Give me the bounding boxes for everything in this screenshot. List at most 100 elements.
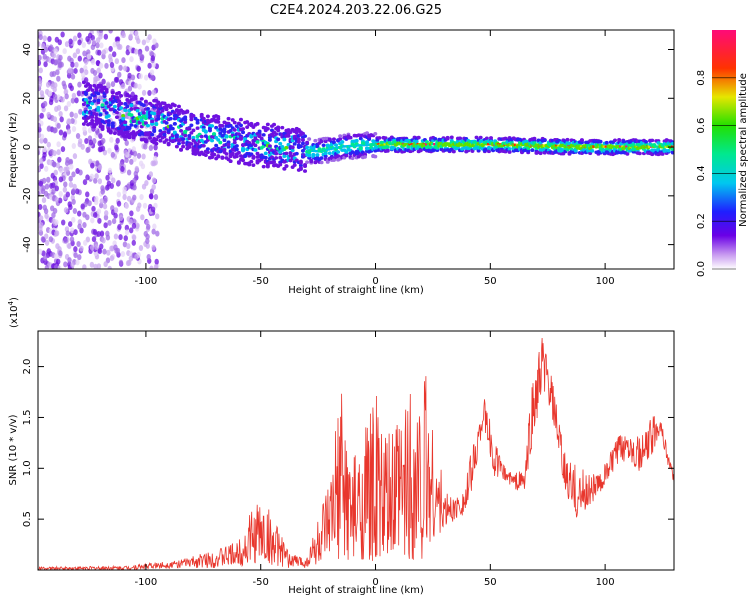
- heatmap-cell: [110, 90, 115, 95]
- heatmap-cell: [257, 129, 262, 134]
- heatmap-cell: [75, 259, 80, 266]
- heatmap-cell: [123, 102, 128, 106]
- heatmap-cell: [255, 140, 260, 144]
- heatmap-cell: [238, 136, 243, 140]
- heatmap-cell: [106, 249, 111, 256]
- heatmap-cell: [82, 50, 87, 57]
- heatmap-cell: [166, 142, 171, 147]
- heatmap-cell: [67, 243, 72, 250]
- heatmap-cell: [340, 140, 345, 144]
- heatmap-cell: [144, 74, 149, 81]
- heatmap-cell: [104, 210, 109, 217]
- heatmap-cell: [232, 120, 237, 125]
- heatmap-cell: [54, 230, 59, 237]
- heatmap-cell: [97, 146, 103, 153]
- heatmap-cell: [377, 136, 382, 140]
- heatmap-cell: [93, 79, 98, 86]
- heatmap-cell: [59, 61, 64, 68]
- heatmap-cell: [51, 182, 56, 189]
- heatmap-cell: [85, 174, 90, 181]
- heatmap-cell: [150, 206, 156, 213]
- heatmap-cell: [53, 59, 58, 66]
- heatmap-cell: [97, 217, 102, 224]
- heatmap-cell: [147, 34, 152, 41]
- heatmap-cell: [38, 180, 44, 187]
- heatmap-cell: [133, 96, 138, 101]
- heatmap-cell: [109, 245, 114, 252]
- heatmap-cell: [99, 42, 104, 49]
- heatmap-cell: [138, 73, 143, 80]
- heatmap-cell: [125, 49, 130, 56]
- heatmap-cell: [356, 144, 360, 147]
- heatmap-cell: [282, 154, 287, 159]
- heatmap-cell: [265, 122, 270, 127]
- heatmap-cell: [101, 49, 107, 56]
- heatmap-cell: [141, 153, 146, 160]
- snr-frame: [37, 330, 675, 571]
- heatmap-cell: [67, 257, 72, 264]
- heatmap-cell: [267, 138, 272, 142]
- heatmap-cell: [71, 171, 76, 178]
- heatmap-cell: [331, 140, 336, 145]
- heatmap-cell: [136, 65, 141, 72]
- heatmap-cell: [212, 152, 217, 157]
- heatmap-cell: [60, 31, 65, 38]
- heatmap-cell: [38, 225, 43, 232]
- heatmap-cell: [144, 179, 149, 186]
- heatmap-cell: [101, 237, 106, 244]
- heatmap-cell: [590, 142, 595, 146]
- heatmap-cell: [150, 74, 155, 81]
- heatmap-cell: [151, 160, 157, 167]
- heatmap-cell: [91, 39, 97, 46]
- heatmap-cell: [199, 134, 204, 139]
- heatmap-cell: [74, 97, 79, 104]
- heatmap-cell: [114, 144, 119, 151]
- heatmap-cell: [96, 67, 101, 74]
- heatmap-cell: [44, 183, 50, 190]
- heatmap-cell: [383, 136, 388, 140]
- heatmap-cell: [125, 104, 130, 109]
- heatmap-cell: [300, 149, 305, 153]
- heatmap-cell: [621, 145, 624, 148]
- heatmap-cell: [187, 134, 192, 138]
- heatmap-cell: [124, 229, 130, 236]
- heatmap-cell: [129, 56, 134, 63]
- heatmap-cell: [114, 58, 120, 65]
- heatmap-cell: [426, 142, 430, 146]
- heatmap-cell: [108, 130, 113, 135]
- heatmap-cell: [354, 144, 358, 147]
- heatmap-cell: [145, 123, 150, 128]
- heatmap-cell: [148, 171, 154, 178]
- heatmap-cell: [122, 65, 128, 72]
- heatmap-cell: [358, 146, 363, 151]
- heatmap-cell: [72, 207, 78, 214]
- heatmap-cell: [455, 139, 460, 143]
- heatmap-cell: [307, 137, 312, 141]
- spectrogram-xtick-label: -50: [253, 276, 269, 287]
- heatmap-cell: [76, 210, 82, 217]
- heatmap-cell: [85, 214, 90, 221]
- heatmap-cell: [144, 45, 150, 52]
- heatmap-cell: [89, 261, 95, 268]
- heatmap-cell: [71, 143, 77, 150]
- heatmap-cell: [327, 151, 332, 155]
- heatmap-cell: [152, 223, 157, 230]
- heatmap-cell: [114, 115, 119, 119]
- heatmap-cell: [67, 118, 72, 125]
- heatmap-cell: [140, 214, 145, 221]
- heatmap-cell: [216, 138, 221, 142]
- heatmap-cell: [63, 261, 68, 268]
- heatmap-cell: [303, 169, 308, 173]
- heatmap-cell: [154, 138, 159, 142]
- heatmap-cell: [224, 152, 229, 156]
- heatmap-cell: [97, 178, 103, 185]
- heatmap-cell: [88, 106, 93, 110]
- heatmap-cell: [82, 264, 87, 269]
- heatmap-cell: [478, 135, 483, 140]
- heatmap-cell: [300, 141, 305, 146]
- heatmap-cell: [127, 85, 133, 92]
- heatmap-cell: [153, 263, 159, 269]
- heatmap-cell: [59, 116, 64, 123]
- heatmap-cell: [573, 148, 578, 153]
- heatmap-cell: [222, 147, 227, 152]
